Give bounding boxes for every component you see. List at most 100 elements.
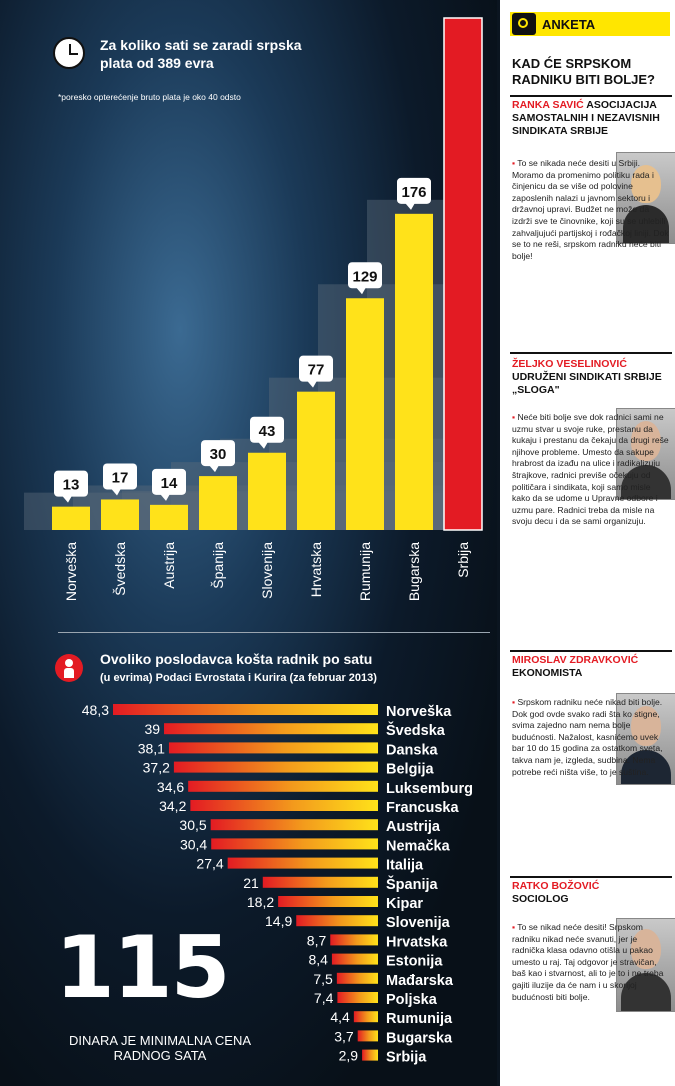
value-label: 3,7: [334, 1028, 354, 1044]
cost-bar: [168, 742, 378, 754]
person-photo: [616, 152, 675, 244]
photo-shoulders: [621, 750, 671, 784]
value-label: 18,2: [247, 894, 274, 910]
country-label: Rumunija: [386, 1011, 453, 1027]
person-org: ASOCIJACIJA SAMOSTALNIH I NEZAVISNIH SIN…: [512, 99, 660, 137]
photo-head: [631, 421, 661, 461]
cost-bar: [211, 838, 378, 850]
person-quote-text: Srpskom radniku neće nikad biti bolje. D…: [512, 697, 663, 777]
country-label: Mađarska: [386, 973, 454, 989]
cost-bar: [337, 992, 378, 1003]
value-label: 7,5: [313, 971, 333, 987]
bar: [248, 452, 286, 530]
value-badge: 43: [250, 416, 284, 449]
divider: [510, 352, 672, 354]
cost-bar: [362, 1049, 378, 1061]
person-quote-text: Neće biti bolje sve dok radnici sami ne …: [512, 412, 669, 527]
cost-bar: [296, 915, 378, 927]
category-label: Švedska: [112, 542, 128, 596]
value-label: 2,9: [339, 1048, 359, 1064]
bar: [395, 213, 433, 530]
value-label: 129: [352, 268, 377, 285]
big-number: 115: [55, 918, 231, 1018]
person-org: UDRUŽENI SINDIKATI SRBIJE „SLOGA": [512, 371, 662, 396]
category-label: Rumunija: [357, 542, 373, 601]
value-label: 39: [144, 721, 160, 737]
country-label: Poljska: [386, 992, 438, 1008]
cost-bar: [173, 761, 378, 773]
bar: [297, 391, 335, 530]
cost-bar: [164, 723, 378, 735]
photo-shoulders: [621, 973, 671, 1011]
anketa-header-bar: [510, 12, 670, 36]
value-label: 14,9: [265, 913, 292, 929]
country-label: Danska: [386, 742, 439, 758]
value-label: 77: [308, 362, 325, 379]
chart2-title-text: Ovoliko poslodavca košta radnik po satu: [100, 651, 373, 667]
value-badge-bg: [152, 468, 186, 495]
value-label: 34,6: [157, 779, 184, 795]
person-quote-text: To se nikada neće desiti u Srbiji. Moram…: [512, 158, 669, 261]
value-label: 48,3: [82, 702, 109, 718]
hours-bar-chart: 13 Norveška 17 Švedska 14 Austrija 30 Španija 43…: [24, 17, 483, 601]
divider: [510, 876, 672, 878]
value-badge-pointer: [209, 465, 219, 473]
country-label: Nemačka: [386, 838, 451, 854]
anketa-label: ANKETA: [542, 17, 596, 32]
cost-bar: [227, 857, 378, 869]
clock-icon: [53, 37, 85, 69]
person-name: RATKO BOŽOVIĆ: [512, 880, 600, 892]
category-label: Hrvatska: [308, 542, 324, 597]
value-badge-pointer: [258, 441, 268, 449]
value-badge: 77: [299, 355, 333, 388]
category-label: Norveška: [63, 542, 79, 601]
person-quote: ▪ Neće biti bolje sve dok radnici sami n…: [512, 412, 669, 527]
cost-bar: [353, 1011, 378, 1023]
value-badge: 13: [54, 470, 88, 503]
person-heading: RATKO BOŽOVIĆ SOCIOLOG: [512, 880, 672, 906]
value-label: 30: [210, 446, 227, 463]
chart2-title: Ovoliko poslodavca košta radnik po satu …: [100, 651, 490, 687]
value-badge-pointer: [405, 202, 415, 210]
cost-bar: [357, 1030, 378, 1042]
person-quote: ▪ Srpskom radniku neće nikad biti bolje.…: [512, 697, 663, 777]
bar: [443, 17, 483, 531]
value-label: 30,4: [180, 836, 207, 852]
photo-head: [631, 706, 661, 746]
anketa-sidebar: ANKETA KAD ĆE SRPSKOM RADNIKU BITI BOLJE…: [500, 0, 675, 1086]
value-label: 13: [63, 477, 80, 494]
cost-bar: [331, 953, 378, 965]
cost-bar: [188, 780, 378, 792]
value-badge-bg: [397, 177, 431, 204]
value-label: 8,7: [307, 932, 327, 948]
person-quote: ▪ To se nikada neće desiti u Srbiji. Mor…: [512, 158, 669, 261]
divider: [510, 95, 672, 97]
value-label: 4,4: [330, 1009, 350, 1025]
person-icon: [55, 654, 83, 682]
poll-icon: [512, 13, 536, 35]
category-label: Srbija: [455, 542, 471, 578]
category-label: Španija: [210, 542, 226, 589]
value-label: 37,2: [143, 760, 170, 776]
value-label: 43: [259, 423, 276, 440]
value-label: 176: [401, 184, 426, 201]
photo-shoulders: [623, 205, 669, 243]
divider: [510, 650, 672, 652]
cost-bar: [190, 800, 378, 811]
value-label: 27,4: [196, 856, 223, 872]
value-badge: 30: [201, 440, 235, 473]
infographic-panel: 13 Norveška 17 Švedska 14 Austrija 30 Španija 43…: [0, 0, 497, 1086]
bar: [346, 298, 384, 530]
country-label: Italija: [386, 858, 424, 874]
person-heading: MIROSLAV ZDRAVKOVIĆ EKONOMISTA: [512, 654, 672, 680]
value-label: 30,5: [179, 817, 206, 833]
value-badge-bg: [348, 262, 382, 289]
cost-bar: [210, 819, 378, 831]
country-label: Luksemburg: [386, 781, 473, 797]
country-label: Francuska: [386, 800, 459, 816]
country-label: Španija: [386, 875, 439, 893]
cost-bar: [262, 876, 378, 888]
value-badge-bg: [54, 470, 88, 497]
category-label: Austrija: [161, 542, 177, 589]
value-label: 21: [243, 875, 259, 891]
